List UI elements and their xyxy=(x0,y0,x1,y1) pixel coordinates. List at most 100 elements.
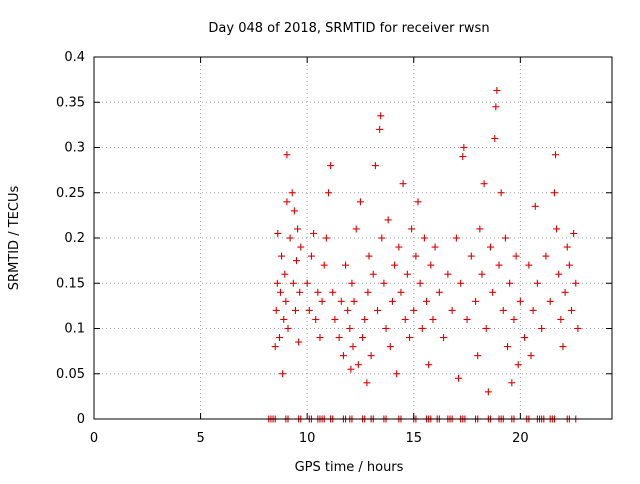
data-point xyxy=(296,288,304,296)
data-point xyxy=(474,352,482,360)
data-point xyxy=(280,315,288,323)
data-point xyxy=(382,325,390,332)
data-point xyxy=(363,379,371,387)
data-point xyxy=(521,334,529,342)
data-point xyxy=(482,325,490,332)
data-point xyxy=(476,225,484,233)
data-point xyxy=(327,162,335,170)
data-point xyxy=(380,279,388,287)
data-point xyxy=(322,234,330,242)
data-point xyxy=(367,352,375,360)
data-point xyxy=(492,103,500,111)
data-point xyxy=(335,334,343,342)
data-point xyxy=(369,270,377,278)
data-point xyxy=(314,288,322,296)
data-point xyxy=(444,270,452,278)
data-point xyxy=(427,261,435,269)
data-point xyxy=(349,343,357,351)
data-point xyxy=(281,270,289,278)
data-point xyxy=(497,189,505,197)
data-point xyxy=(283,151,291,159)
data-point xyxy=(278,252,286,260)
data-point xyxy=(303,279,311,287)
data-point xyxy=(459,153,467,161)
data-point xyxy=(324,189,332,197)
data-point xyxy=(401,315,409,323)
data-point xyxy=(291,306,299,314)
data-point xyxy=(359,334,367,342)
data-point xyxy=(347,365,355,373)
data-point xyxy=(440,334,448,342)
data-point xyxy=(272,306,280,314)
y-tick-label: 0.05 xyxy=(56,367,85,382)
data-point xyxy=(378,234,386,242)
data-point xyxy=(484,388,492,396)
data-point xyxy=(478,270,486,278)
data-point xyxy=(431,243,439,251)
y-tick-label: 0.3 xyxy=(64,141,85,156)
data-point xyxy=(553,225,561,233)
data-point xyxy=(346,325,354,332)
data-point xyxy=(418,325,426,332)
data-point xyxy=(361,315,369,323)
data-point xyxy=(572,279,580,287)
data-point xyxy=(452,234,460,242)
y-tick-label: 0.2 xyxy=(64,231,85,246)
data-point xyxy=(310,229,318,237)
data-point xyxy=(425,361,433,369)
data-point xyxy=(374,306,382,314)
data-point xyxy=(555,270,563,278)
data-point xyxy=(516,297,524,305)
data-point xyxy=(339,352,347,360)
data-point xyxy=(412,252,420,260)
y-tick-label: 0.25 xyxy=(56,186,85,201)
data-point xyxy=(342,261,350,269)
data-point xyxy=(531,202,539,210)
data-point xyxy=(514,361,522,369)
data-point xyxy=(552,151,560,159)
data-point xyxy=(525,261,533,269)
data-point xyxy=(527,352,535,360)
data-point xyxy=(386,343,394,351)
data-point xyxy=(512,252,520,260)
data-point xyxy=(546,297,554,305)
data-point xyxy=(472,297,480,305)
data-point xyxy=(293,257,301,265)
data-point xyxy=(316,334,324,342)
data-point xyxy=(565,261,573,269)
data-point xyxy=(320,261,328,269)
data-point xyxy=(344,306,352,314)
data-point xyxy=(570,229,578,237)
data-point xyxy=(356,198,364,206)
data-point xyxy=(529,306,537,314)
y-axis-label: SRMTID / TECUs xyxy=(7,186,22,291)
data-point xyxy=(307,252,315,260)
y-tick-label: 0.1 xyxy=(64,322,85,337)
data-point xyxy=(348,279,356,287)
data-point xyxy=(290,207,298,215)
data-point xyxy=(489,288,497,296)
data-point xyxy=(295,338,303,346)
data-point xyxy=(557,315,565,323)
data-point xyxy=(463,315,471,323)
data-point xyxy=(371,162,379,170)
data-point xyxy=(533,279,541,287)
data-point xyxy=(486,243,494,251)
y-tick-label: 0 xyxy=(77,412,85,427)
data-point xyxy=(331,315,339,323)
data-point xyxy=(277,288,285,296)
data-point xyxy=(563,243,571,251)
data-point xyxy=(457,279,465,287)
data-point xyxy=(405,334,413,342)
data-point xyxy=(377,112,385,120)
data-point xyxy=(435,288,443,296)
y-tick-label: 0.35 xyxy=(56,95,85,110)
data-point xyxy=(288,189,296,197)
data-point xyxy=(286,234,294,242)
data-point xyxy=(429,315,437,323)
data-point xyxy=(365,252,373,260)
data-point xyxy=(352,225,360,233)
data-point xyxy=(399,180,407,188)
data-point xyxy=(393,370,401,378)
